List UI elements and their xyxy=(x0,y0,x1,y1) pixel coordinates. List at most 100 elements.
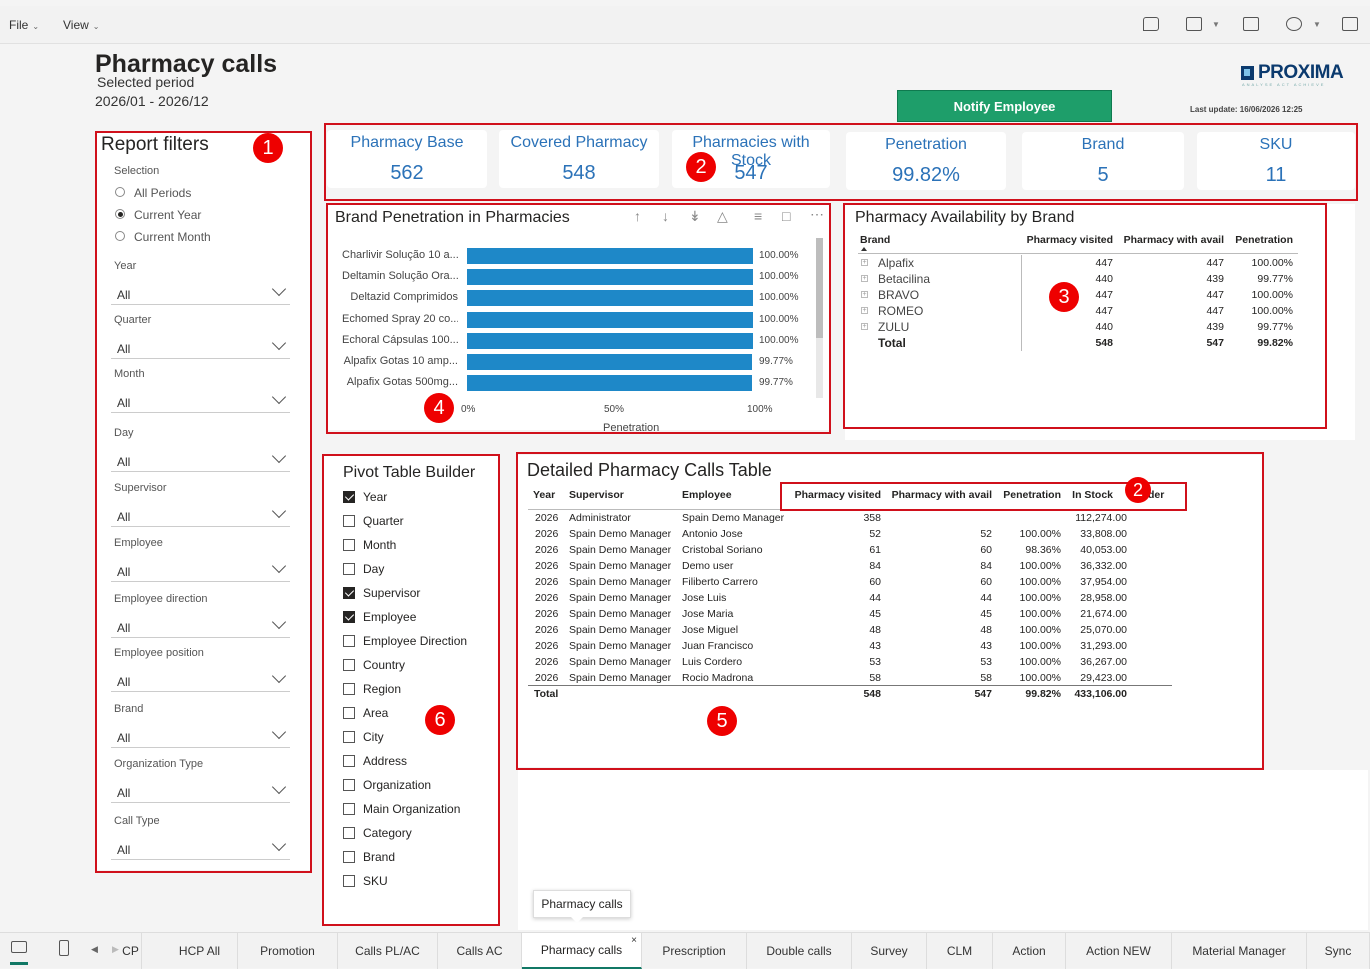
expand-icon[interactable]: + xyxy=(861,259,868,266)
pivot-item-month[interactable]: Month xyxy=(343,537,483,553)
column-header-year[interactable]: Year xyxy=(533,489,556,501)
checkbox[interactable] xyxy=(343,875,355,887)
brand-name[interactable]: ROMEO xyxy=(878,304,924,318)
column-header-supervisor[interactable]: Supervisor xyxy=(569,489,624,501)
column-header-employee[interactable]: Employee xyxy=(682,489,732,501)
tab-pharmacy-calls[interactable]: Pharmacy calls × xyxy=(522,933,642,969)
filter-icon[interactable]: ≡ xyxy=(754,208,763,224)
hierarchy-icon[interactable]: △ xyxy=(717,208,728,224)
bar[interactable] xyxy=(467,354,753,370)
desktop-view-icon[interactable] xyxy=(11,941,27,953)
share-icon[interactable] xyxy=(1286,17,1302,31)
bar[interactable] xyxy=(467,269,753,286)
radio-all-periods[interactable] xyxy=(115,187,125,197)
filter-dropdown-year[interactable]: All xyxy=(111,280,290,305)
pivot-item-organization[interactable]: Organization xyxy=(343,777,483,793)
checkbox[interactable] xyxy=(343,587,355,599)
fullscreen-icon[interactable] xyxy=(1342,17,1358,31)
focus-mode-icon[interactable]: □ xyxy=(782,208,791,224)
brand-name[interactable]: BRAVO xyxy=(878,288,920,302)
chevron-down-icon[interactable]: ▼ xyxy=(1212,20,1220,29)
filter-dropdown-employee[interactable]: All xyxy=(111,557,290,582)
pivot-item-category[interactable]: Category xyxy=(343,825,483,841)
notify-employee-button[interactable]: Notify Employee xyxy=(897,90,1112,122)
checkbox[interactable] xyxy=(343,683,355,695)
pivot-item-country[interactable]: Country xyxy=(343,657,483,673)
tab-hcp-all[interactable]: HCP All xyxy=(162,933,238,969)
column-header-pharmacy-with-avail[interactable]: Pharmacy with avail xyxy=(891,489,992,501)
expand-icon[interactable]: + xyxy=(861,275,868,282)
column-header-der[interactable]: der xyxy=(1148,489,1165,501)
expand-icon[interactable]: + xyxy=(861,307,868,314)
tab-scroll-right-icon[interactable]: ▶ xyxy=(112,944,119,954)
filter-dropdown-employee-direction[interactable]: All xyxy=(111,613,290,638)
pivot-item-region[interactable]: Region xyxy=(343,681,483,697)
filter-dropdown-month[interactable]: All xyxy=(111,388,290,413)
tab-calls-ac[interactable]: Calls AC xyxy=(438,933,522,969)
checkbox[interactable] xyxy=(343,707,355,719)
view-menu[interactable]: View ⌄ xyxy=(63,18,100,32)
filter-dropdown-day[interactable]: All xyxy=(111,447,290,472)
checkbox[interactable] xyxy=(343,635,355,647)
pivot-item-brand[interactable]: Brand xyxy=(343,849,483,865)
chart-scrollbar[interactable] xyxy=(816,238,823,398)
present-icon[interactable] xyxy=(1186,17,1202,31)
pivot-item-year[interactable]: Year xyxy=(343,489,483,505)
checkbox[interactable] xyxy=(343,515,355,527)
arrow-up-icon[interactable]: ↑ xyxy=(634,208,641,224)
checkbox[interactable] xyxy=(343,827,355,839)
brand-name[interactable]: Alpafix xyxy=(878,256,915,270)
checkbox[interactable] xyxy=(343,803,355,815)
tab-prescription[interactable]: Prescription xyxy=(642,933,747,969)
mobile-view-icon[interactable] xyxy=(59,940,69,956)
pivot-item-employee[interactable]: Employee xyxy=(343,609,483,625)
bar[interactable] xyxy=(467,248,753,264)
close-tab-icon[interactable]: × xyxy=(631,935,637,946)
tab-scroll-left-icon[interactable]: ◀ xyxy=(91,944,98,954)
chevron-down-icon[interactable]: ▼ xyxy=(1313,20,1321,29)
checkbox[interactable] xyxy=(343,755,355,767)
column-header-penetration[interactable]: Penetration xyxy=(1003,489,1061,501)
sort-ascending-icon[interactable] xyxy=(861,247,867,251)
expand-icon[interactable]: + xyxy=(861,323,868,330)
tab-promotion[interactable]: Promotion xyxy=(238,933,338,969)
bar[interactable] xyxy=(467,375,753,392)
pivot-item-address[interactable]: Address xyxy=(343,753,483,769)
column-header-pharmacy-with-avail[interactable]: Pharmacy with avail xyxy=(1123,234,1224,246)
comment-icon[interactable] xyxy=(1143,17,1159,31)
tab-cp[interactable]: CP xyxy=(120,933,142,969)
arrow-down-icon[interactable]: ↓ xyxy=(662,208,669,224)
checkbox[interactable] xyxy=(343,779,355,791)
filter-dropdown-quarter[interactable]: All xyxy=(111,334,290,359)
filter-dropdown-brand[interactable]: All xyxy=(111,723,290,748)
tab-double-calls[interactable]: Double calls xyxy=(747,933,852,969)
brand-name[interactable]: ZULU xyxy=(878,320,910,334)
column-header-penetration[interactable]: Penetration xyxy=(1235,234,1293,246)
file-menu[interactable]: File ⌄ xyxy=(9,18,40,32)
pivot-item-sku[interactable]: SKU xyxy=(343,873,483,889)
pivot-item-area[interactable]: Area xyxy=(343,705,483,721)
filter-dropdown-call-type[interactable]: All xyxy=(111,835,290,860)
pivot-item-city[interactable]: City xyxy=(343,729,483,745)
radio-current-month[interactable] xyxy=(115,231,125,241)
checkbox[interactable] xyxy=(343,611,355,623)
pivot-item-supervisor[interactable]: Supervisor xyxy=(343,585,483,601)
column-header-in-stock[interactable]: In Stock xyxy=(1072,489,1113,501)
filter-dropdown-employee-position[interactable]: All xyxy=(111,667,290,692)
checkbox[interactable] xyxy=(343,731,355,743)
expand-icon[interactable]: + xyxy=(861,291,868,298)
tab-action[interactable]: Action xyxy=(993,933,1066,969)
pivot-item-day[interactable]: Day xyxy=(343,561,483,577)
tab-sync[interactable]: Sync xyxy=(1307,933,1370,969)
expand-down-icon[interactable]: ↡ xyxy=(689,208,701,224)
checkbox[interactable] xyxy=(343,659,355,671)
more-options-icon[interactable]: ⋯ xyxy=(810,206,824,222)
tab-action-new[interactable]: Action NEW xyxy=(1066,933,1172,969)
tab-clm[interactable]: CLM xyxy=(927,933,993,969)
radio-current-year[interactable] xyxy=(115,209,125,219)
notes-icon[interactable] xyxy=(1243,17,1259,31)
tab-calls-pl-ac[interactable]: Calls PL/AC xyxy=(338,933,438,969)
bar[interactable] xyxy=(467,332,753,349)
column-header-pharmacy-visited[interactable]: Pharmacy visited xyxy=(1026,234,1113,246)
column-header-pharmacy-visited[interactable]: Pharmacy visited xyxy=(794,489,881,501)
